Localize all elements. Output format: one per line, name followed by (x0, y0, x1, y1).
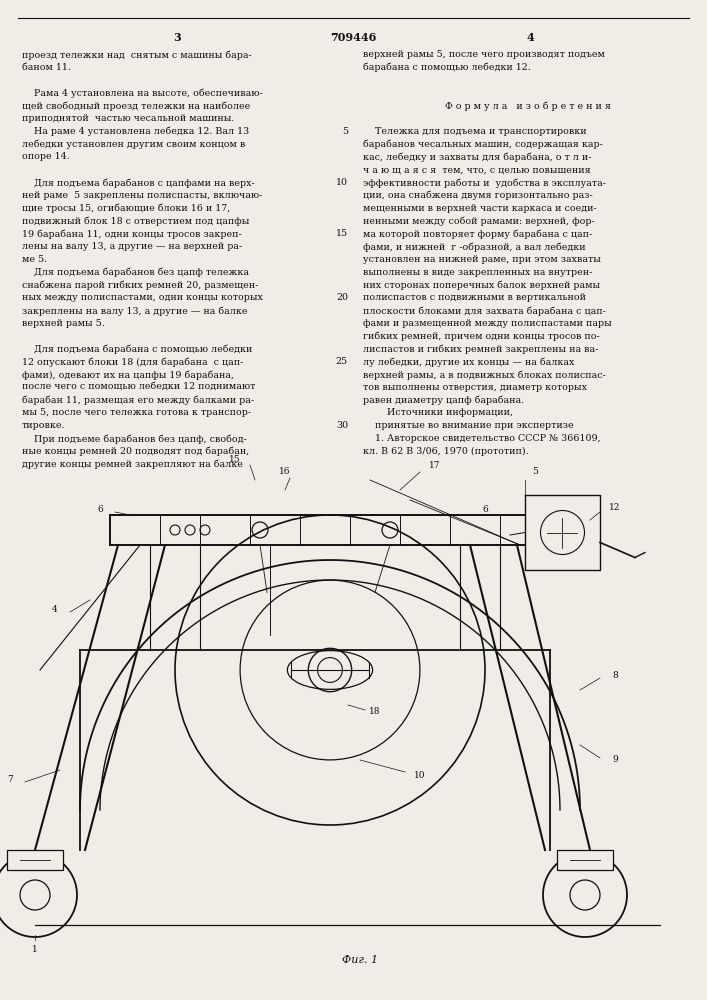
Bar (557, 850, 613, 870)
Text: кл. В 62 В 3/06, 1970 (прототип).: кл. В 62 В 3/06, 1970 (прототип). (363, 447, 529, 456)
Text: принятые во внимание при экспертизе: принятые во внимание при экспертизе (363, 421, 573, 430)
Text: барабан 11, размещая его между балками ра-: барабан 11, размещая его между балками р… (22, 396, 254, 405)
Text: 5: 5 (532, 468, 538, 477)
Text: Для подъема барабанов с цапфами на верх-: Для подъема барабанов с цапфами на верх- (22, 178, 255, 188)
Text: кас, лебедку и захваты для барабана, о т л и-: кас, лебедку и захваты для барабана, о т… (363, 152, 592, 162)
Text: 9: 9 (612, 756, 618, 764)
Text: Ф о р м у л а   и з о б р е т е н и я: Ф о р м у л а и з о б р е т е н и я (445, 101, 611, 111)
Text: ные концы ремней 20 подводят под барабан,: ные концы ремней 20 подводят под барабан… (22, 447, 250, 456)
Text: 4: 4 (52, 605, 58, 614)
Text: мы 5, после чего тележка готова к транспор-: мы 5, после чего тележка готова к трансп… (22, 408, 251, 417)
Text: лены на валу 13, а другие — на верхней ра-: лены на валу 13, а другие — на верхней р… (22, 242, 243, 251)
Text: гибких ремней, причем одни концы тросов по-: гибких ремней, причем одни концы тросов … (363, 332, 600, 341)
Text: установлен на нижней раме, при этом захваты: установлен на нижней раме, при этом захв… (363, 255, 601, 264)
Text: 5: 5 (342, 127, 348, 136)
Text: выполнены в виде закрепленных на внутрен-: выполнены в виде закрепленных на внутрен… (363, 268, 592, 277)
Text: щие тросы 15, огибающие блоки 16 и 17,: щие тросы 15, огибающие блоки 16 и 17, (22, 204, 230, 213)
Text: 12 опускают блоки 18 (для барабана  с цап-: 12 опускают блоки 18 (для барабана с цап… (22, 357, 243, 367)
Text: ных между полиспастами, одни концы которых: ных между полиспастами, одни концы котор… (22, 293, 263, 302)
Text: мещенными в верхней части каркаса и соеди-: мещенными в верхней части каркаса и соед… (363, 204, 597, 213)
Text: Для подъема барабанов без цапф тележка: Для подъема барабанов без цапф тележка (22, 268, 249, 277)
Text: 8: 8 (612, 670, 618, 680)
Text: На раме 4 установлена лебедка 12. Вал 13: На раме 4 установлена лебедка 12. Вал 13 (22, 127, 250, 136)
Text: 4: 4 (526, 32, 534, 43)
Text: равен диаметру цапф барабана.: равен диаметру цапф барабана. (363, 396, 524, 405)
Text: 12: 12 (609, 504, 621, 512)
Text: 30: 30 (336, 421, 348, 430)
Text: лиспастов и гибких ремней закреплены на ва-: лиспастов и гибких ремней закреплены на … (363, 344, 598, 354)
Text: снабжена парой гибких ремней 20, размещен-: снабжена парой гибких ремней 20, размеще… (22, 280, 258, 290)
Text: щей свободный проезд тележки на наиболее: щей свободный проезд тележки на наиболее (22, 101, 250, 111)
Text: При подъеме барабанов без цапф, свобод-: При подъеме барабанов без цапф, свобод- (22, 434, 247, 444)
Text: 18: 18 (369, 708, 381, 716)
Text: 10: 10 (336, 178, 348, 187)
Text: эффективности работы и  удобства в эксплуата-: эффективности работы и удобства в эксплу… (363, 178, 606, 188)
Text: другие концы ремней закрепляют на балке: другие концы ремней закрепляют на балке (22, 460, 243, 469)
Text: 6: 6 (482, 506, 488, 514)
Text: тов выполнены отверстия, диаметр которых: тов выполнены отверстия, диаметр которых (363, 383, 587, 392)
Text: ме 5.: ме 5. (22, 255, 47, 264)
Text: 15: 15 (336, 229, 348, 238)
Text: ма которой повторяет форму барабана с цап-: ма которой повторяет форму барабана с ца… (363, 229, 592, 239)
Text: Рама 4 установлена на высоте, обеспечиваю-: Рама 4 установлена на высоте, обеспечива… (22, 88, 263, 98)
Text: 7: 7 (7, 776, 13, 784)
Text: плоскости блоками для захвата барабана с цап-: плоскости блоками для захвата барабана с… (363, 306, 606, 316)
Text: лебедки установлен другим своим концом в: лебедки установлен другим своим концом в (22, 140, 245, 149)
Text: баном 11.: баном 11. (22, 63, 71, 72)
Text: 1: 1 (32, 946, 38, 954)
Text: приподнятой  частью чесальной машины.: приподнятой частью чесальной машины. (22, 114, 235, 123)
Text: 6: 6 (97, 506, 103, 514)
Text: фами, и нижней  г -образной, а вал лебедки: фами, и нижней г -образной, а вал лебедк… (363, 242, 585, 251)
Text: верхней рамы 5, после чего производят подъем: верхней рамы 5, после чего производят по… (363, 50, 605, 59)
Text: Для подъема барабана с помощью лебедки: Для подъема барабана с помощью лебедки (22, 344, 252, 354)
Text: барабанов чесальных машин, содержащая кар-: барабанов чесальных машин, содержащая ка… (363, 140, 603, 149)
Text: ненными между собой рамами: верхней, фор-: ненными между собой рамами: верхней, фор… (363, 216, 595, 226)
Text: Источники информации,: Источники информации, (363, 408, 513, 417)
Text: ции, она снабжена двумя горизонтально раз-: ции, она снабжена двумя горизонтально ра… (363, 191, 592, 200)
Text: 10: 10 (414, 770, 426, 780)
Text: 15: 15 (229, 456, 241, 464)
Text: опоре 14.: опоре 14. (22, 152, 69, 161)
Text: фами), одевают их на цапфы 19 барабана,: фами), одевают их на цапфы 19 барабана, (22, 370, 234, 379)
Text: тировке.: тировке. (22, 421, 66, 430)
Text: лу лебедки, другие их концы — на балках: лу лебедки, другие их концы — на балках (363, 357, 574, 367)
Text: полиспастов с подвижными в вертикальной: полиспастов с подвижными в вертикальной (363, 293, 586, 302)
Text: фами и размещенной между полиспастами пары: фами и размещенной между полиспастами па… (363, 319, 612, 328)
Text: 17: 17 (429, 460, 440, 470)
Text: них сторонах поперечных балок верхней рамы: них сторонах поперечных балок верхней ра… (363, 280, 600, 290)
Text: 19 барабана 11, одни концы тросов закреп-: 19 барабана 11, одни концы тросов закреп… (22, 229, 242, 239)
Text: верхней рамы 5.: верхней рамы 5. (22, 319, 105, 328)
Text: подвижный блок 18 с отверстием под цапфы: подвижный блок 18 с отверстием под цапфы (22, 216, 250, 226)
Bar (7, 850, 63, 870)
Text: после чего с помощью лебедки 12 поднимают: после чего с помощью лебедки 12 поднимаю… (22, 383, 255, 392)
Text: закреплены на валу 13, а другие — на балке: закреплены на валу 13, а другие — на бал… (22, 306, 247, 316)
Text: Фиг. 1: Фиг. 1 (342, 955, 378, 965)
Text: Тележка для подъема и транспортировки: Тележка для подъема и транспортировки (363, 127, 587, 136)
Text: ней раме  5 закреплены полиспасты, включаю-: ней раме 5 закреплены полиспасты, включа… (22, 191, 262, 200)
Text: проезд тележки над  снятым с машины бара-: проезд тележки над снятым с машины бара- (22, 50, 252, 60)
Text: 16: 16 (279, 468, 291, 477)
Text: 709446: 709446 (329, 32, 376, 43)
Text: барабана с помощью лебедки 12.: барабана с помощью лебедки 12. (363, 63, 531, 72)
Text: 3: 3 (173, 32, 181, 43)
Text: верхней рамы, а в подвижных блоках полиспас-: верхней рамы, а в подвижных блоках полис… (363, 370, 606, 379)
Text: 20: 20 (336, 293, 348, 302)
Text: 25: 25 (336, 357, 348, 366)
Text: 1. Авторское свидетельство СССР № 366109,: 1. Авторское свидетельство СССР № 366109… (363, 434, 601, 443)
Text: ч а ю щ а я с я  тем, что, с целью повышения: ч а ю щ а я с я тем, что, с целью повыше… (363, 165, 591, 174)
